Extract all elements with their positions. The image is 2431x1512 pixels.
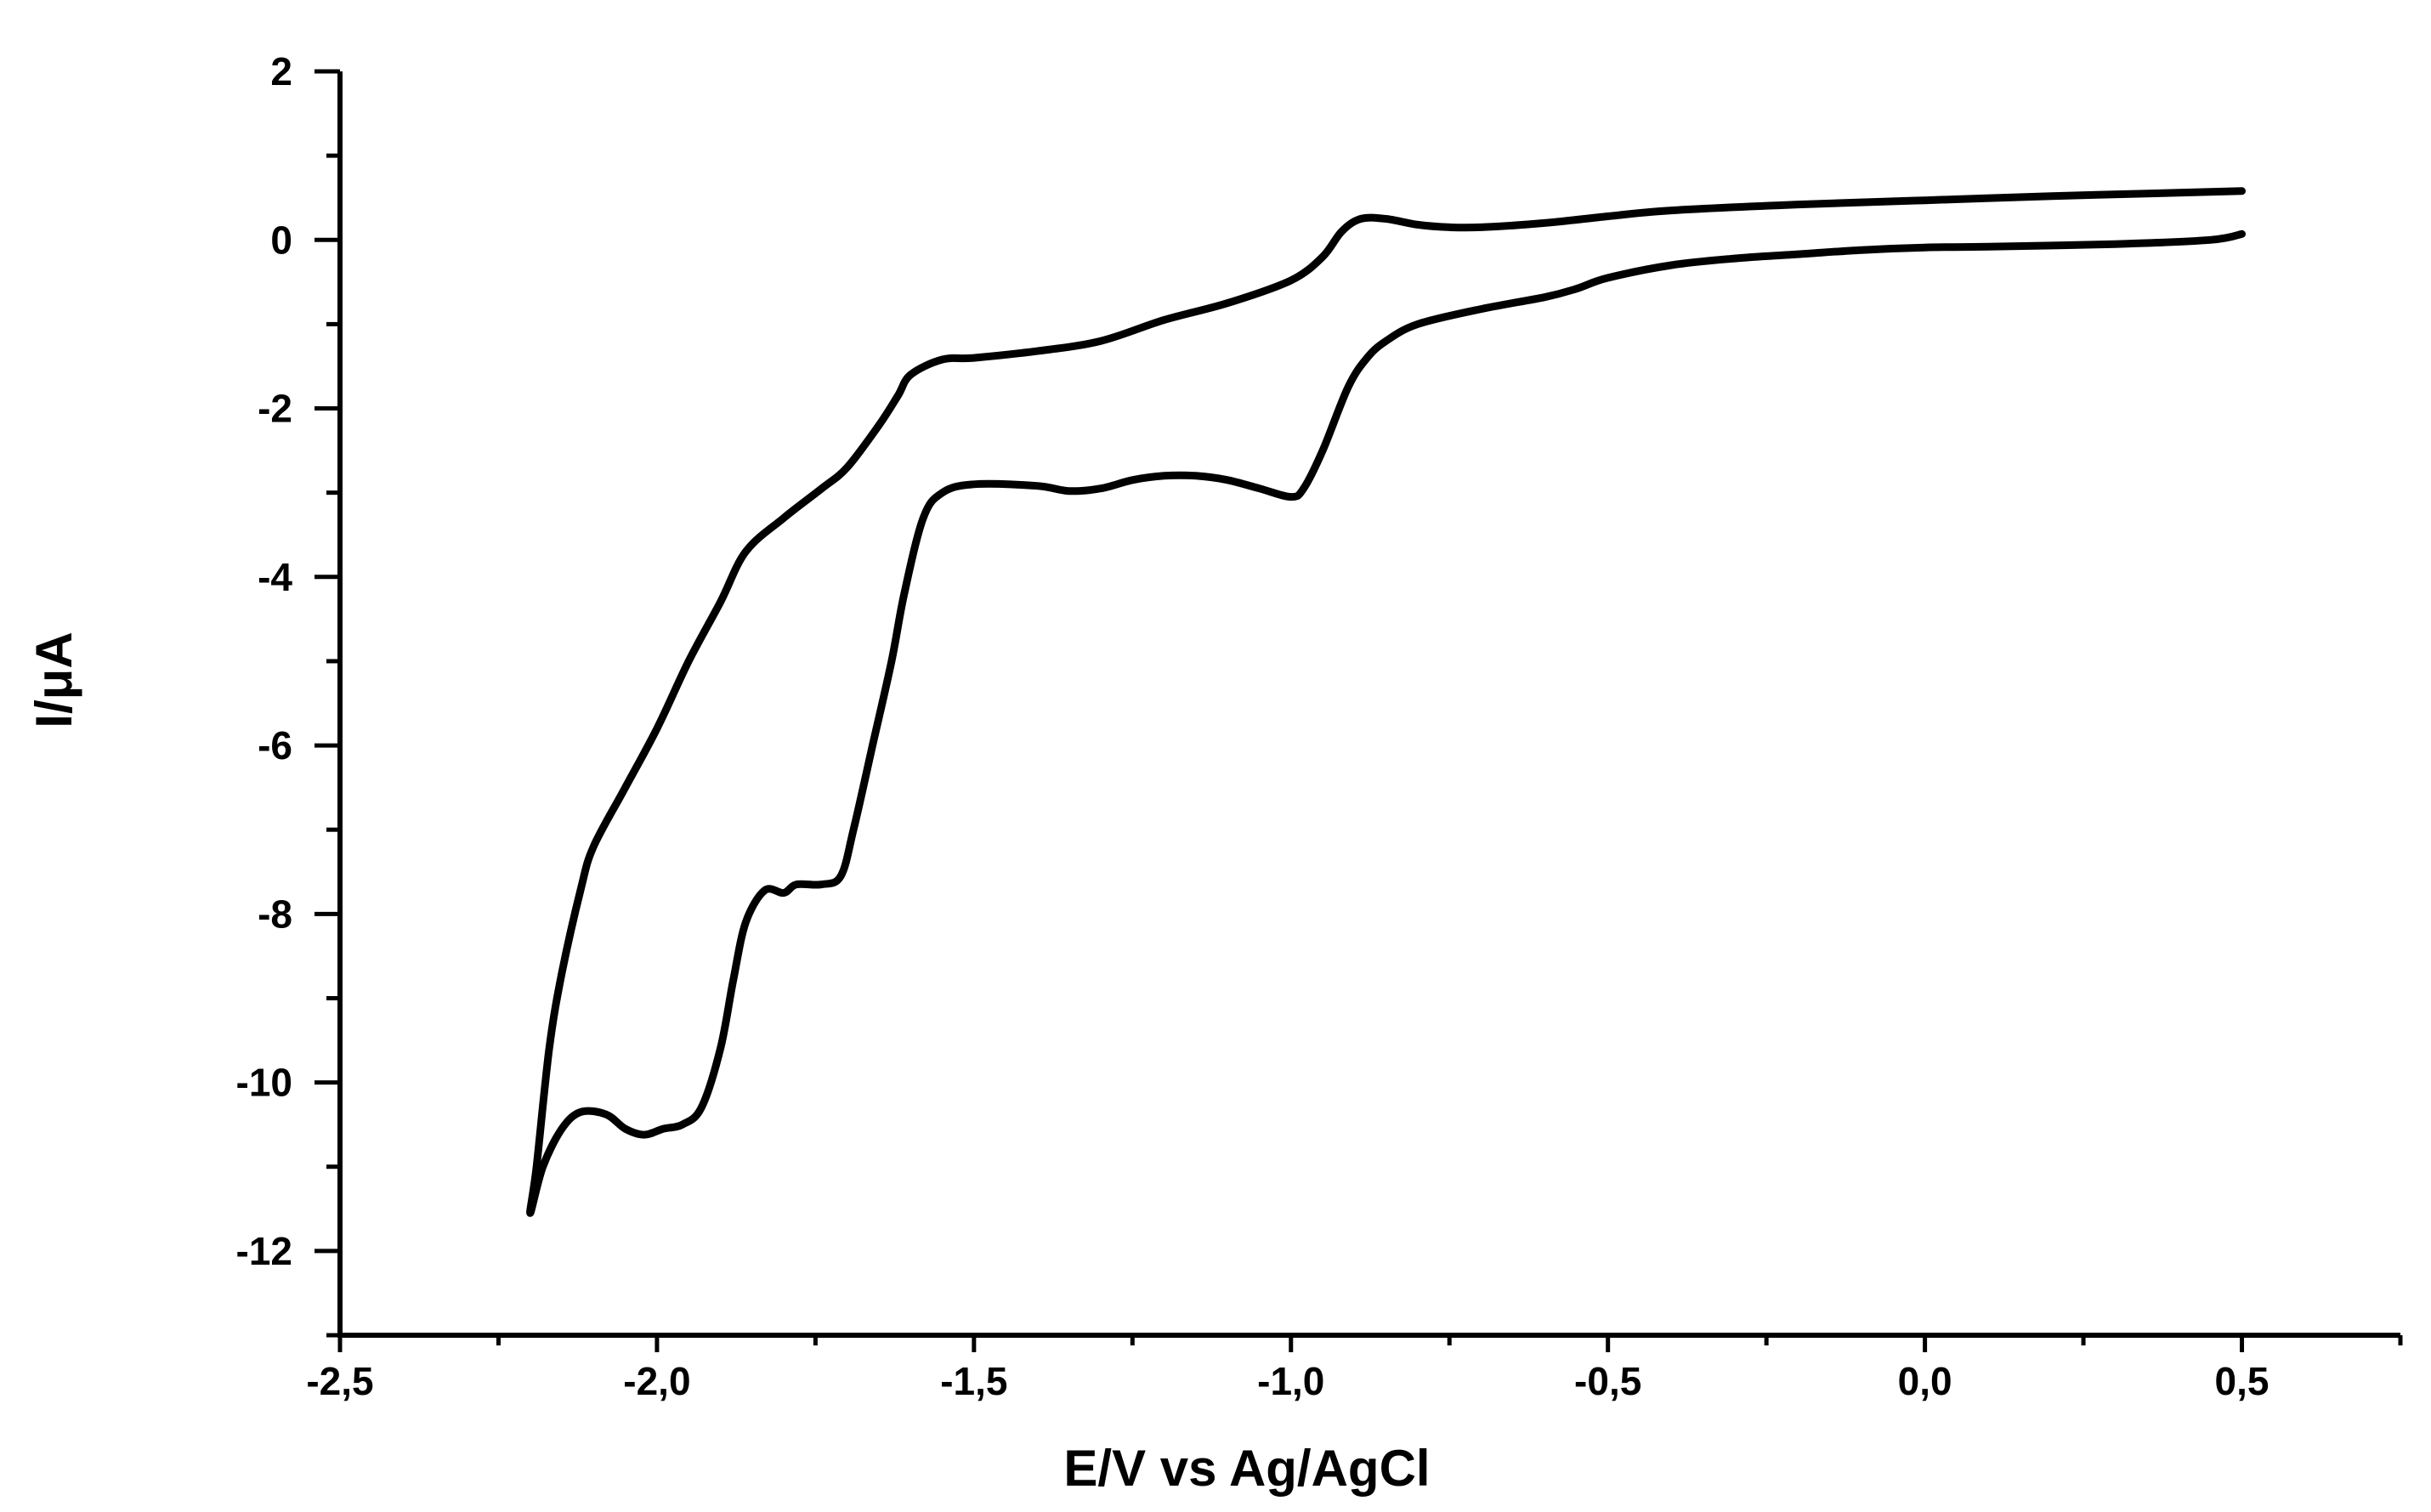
- y-tick-label: -4: [258, 555, 292, 599]
- y-tick-label: -2: [258, 387, 292, 431]
- y-axis-ticks: 2 0 -2 -4 -6 -8 -10 -12: [236, 49, 340, 1338]
- y-tick-label: -8: [258, 892, 292, 936]
- x-tick-label: -1,0: [1257, 1359, 1324, 1403]
- y-tick-label: -12: [236, 1229, 292, 1273]
- y-tick-label: 0: [270, 218, 292, 262]
- axes: [337, 71, 2400, 1338]
- x-tick-label: -1,5: [940, 1359, 1007, 1403]
- x-tick-label: 0,5: [2215, 1359, 2270, 1403]
- y-tick-label: 2: [270, 49, 292, 93]
- y-tick-label: -10: [236, 1061, 292, 1105]
- y-tick-label: -6: [258, 723, 292, 767]
- x-tick-label: -0,5: [1574, 1359, 1641, 1403]
- x-tick-label: 0,0: [1898, 1359, 1952, 1403]
- x-tick-label: -2,5: [306, 1359, 373, 1403]
- y-axis-label: I/μA: [26, 631, 82, 728]
- series-layer: [526, 187, 2246, 1217]
- x-axis-label: E/V vs Ag/AgCl: [1063, 1440, 1430, 1497]
- x-tick-label: -2,0: [623, 1359, 690, 1403]
- cv-curve: [526, 187, 2246, 1217]
- x-axis-ticks: -2,5 -2,0 -1,5 -1,0 -0,5 0,0 0,5: [306, 1335, 2403, 1403]
